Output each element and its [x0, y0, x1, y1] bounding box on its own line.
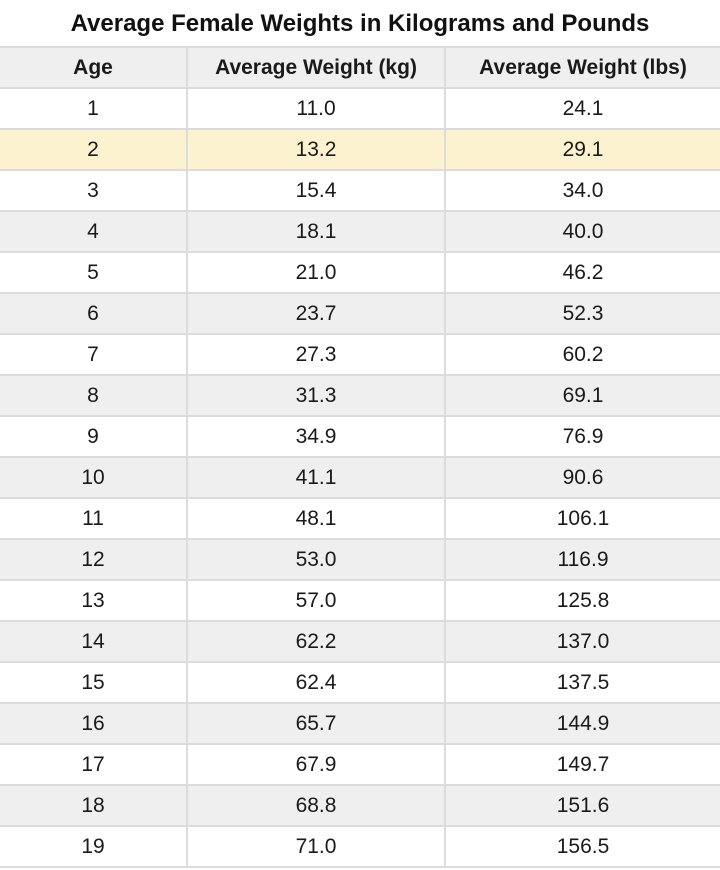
- table-row: 11 48.1 106.1: [0, 497, 720, 540]
- age-cell: 10: [0, 456, 187, 499]
- kg-cell: 67.9: [186, 743, 445, 786]
- table-row: 17 67.9 149.7: [0, 743, 720, 786]
- column-header-lbs: Average Weight (lbs): [444, 46, 720, 89]
- table-row: 2 13.2 29.1: [0, 128, 720, 171]
- kg-cell: 68.8: [186, 784, 445, 827]
- table-row: 3 15.4 34.0: [0, 169, 720, 212]
- age-cell: 5: [0, 251, 187, 294]
- age-cell: 3: [0, 169, 187, 212]
- table-row: 18 68.8 151.6: [0, 784, 720, 827]
- kg-cell: 57.0: [186, 579, 445, 622]
- table-row: 14 62.2 137.0: [0, 620, 720, 663]
- lbs-cell: 60.2: [444, 333, 720, 376]
- age-cell: 17: [0, 743, 187, 786]
- kg-cell: 34.9: [186, 415, 445, 458]
- age-cell: 18: [0, 784, 187, 827]
- kg-cell: 21.0: [186, 251, 445, 294]
- kg-cell: 65.7: [186, 702, 445, 745]
- lbs-cell: 144.9: [444, 702, 720, 745]
- table-row: 12 53.0 116.9: [0, 538, 720, 581]
- age-cell: 8: [0, 374, 187, 417]
- kg-cell: 13.2: [186, 128, 445, 171]
- kg-cell: 27.3: [186, 333, 445, 376]
- column-header-age: Age: [0, 46, 187, 89]
- table-row: 15 62.4 137.5: [0, 661, 720, 704]
- lbs-cell: 116.9: [444, 538, 720, 581]
- lbs-cell: 137.5: [444, 661, 720, 704]
- age-cell: 6: [0, 292, 187, 335]
- lbs-cell: 125.8: [444, 579, 720, 622]
- table-row: 4 18.1 40.0: [0, 210, 720, 253]
- lbs-cell: 151.6: [444, 784, 720, 827]
- table-row: 8 31.3 69.1: [0, 374, 720, 417]
- lbs-cell: 24.1: [444, 87, 720, 130]
- kg-cell: 15.4: [186, 169, 445, 212]
- header-row: Age Average Weight (kg) Average Weight (…: [0, 46, 720, 89]
- age-cell: 9: [0, 415, 187, 458]
- age-cell: 19: [0, 825, 187, 868]
- lbs-cell: 90.6: [444, 456, 720, 499]
- kg-cell: 18.1: [186, 210, 445, 253]
- table-row: 13 57.0 125.8: [0, 579, 720, 622]
- table-row: 6 23.7 52.3: [0, 292, 720, 335]
- table-row: 5 21.0 46.2: [0, 251, 720, 294]
- table-row: 19 71.0 156.5: [0, 825, 720, 868]
- kg-cell: 41.1: [186, 456, 445, 499]
- kg-cell: 11.0: [186, 87, 445, 130]
- lbs-cell: 29.1: [444, 128, 720, 171]
- lbs-cell: 149.7: [444, 743, 720, 786]
- lbs-cell: 137.0: [444, 620, 720, 663]
- kg-cell: 62.2: [186, 620, 445, 663]
- kg-cell: 62.4: [186, 661, 445, 704]
- age-cell: 1: [0, 87, 187, 130]
- table-row: 10 41.1 90.6: [0, 456, 720, 499]
- kg-cell: 31.3: [186, 374, 445, 417]
- lbs-cell: 106.1: [444, 497, 720, 540]
- kg-cell: 71.0: [186, 825, 445, 868]
- lbs-cell: 69.1: [444, 374, 720, 417]
- age-cell: 12: [0, 538, 187, 581]
- age-cell: 2: [0, 128, 187, 171]
- lbs-cell: 156.5: [444, 825, 720, 868]
- lbs-cell: 34.0: [444, 169, 720, 212]
- age-cell: 13: [0, 579, 187, 622]
- age-cell: 11: [0, 497, 187, 540]
- table-row: 16 65.7 144.9: [0, 702, 720, 745]
- lbs-cell: 40.0: [444, 210, 720, 253]
- age-cell: 7: [0, 333, 187, 376]
- age-cell: 16: [0, 702, 187, 745]
- lbs-cell: 52.3: [444, 292, 720, 335]
- table-title: Average Female Weights in Kilograms and …: [70, 10, 650, 37]
- table-row: 7 27.3 60.2: [0, 333, 720, 376]
- lbs-cell: 46.2: [444, 251, 720, 294]
- lbs-cell: 76.9: [444, 415, 720, 458]
- column-header-kg: Average Weight (kg): [186, 46, 445, 89]
- table-row: 1 11.0 24.1: [0, 87, 720, 130]
- age-cell: 14: [0, 620, 187, 663]
- kg-cell: 23.7: [186, 292, 445, 335]
- kg-cell: 53.0: [186, 538, 445, 581]
- weights-table: Age Average Weight (kg) Average Weight (…: [0, 46, 720, 868]
- kg-cell: 48.1: [186, 497, 445, 540]
- age-cell: 4: [0, 210, 187, 253]
- age-cell: 15: [0, 661, 187, 704]
- table-row: 9 34.9 76.9: [0, 415, 720, 458]
